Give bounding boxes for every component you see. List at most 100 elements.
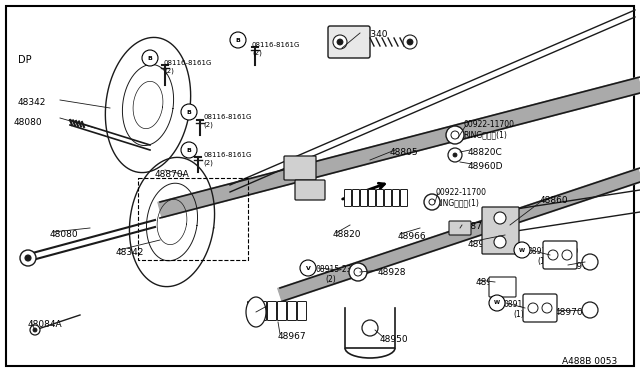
Text: 48820: 48820 [333, 230, 362, 239]
Circle shape [451, 131, 459, 139]
Circle shape [582, 254, 598, 270]
Circle shape [349, 263, 367, 281]
Circle shape [362, 320, 378, 336]
Text: 48860: 48860 [540, 196, 568, 205]
Text: (1): (1) [513, 310, 524, 319]
FancyBboxPatch shape [344, 189, 351, 206]
Text: 48805: 48805 [390, 148, 419, 157]
Circle shape [33, 328, 37, 332]
Text: 48960D: 48960D [468, 162, 504, 171]
Text: 48954: 48954 [264, 304, 292, 313]
Circle shape [354, 268, 362, 276]
Circle shape [448, 148, 462, 162]
Circle shape [20, 250, 36, 266]
Text: (2): (2) [325, 275, 336, 284]
Circle shape [548, 250, 558, 260]
Text: 48820C: 48820C [468, 148, 503, 157]
Text: RINGリング(1): RINGリング(1) [463, 130, 507, 139]
Text: 48080: 48080 [14, 118, 43, 127]
FancyBboxPatch shape [482, 207, 519, 254]
FancyBboxPatch shape [543, 241, 577, 269]
Text: 00922-11700: 00922-11700 [435, 188, 486, 197]
FancyBboxPatch shape [284, 156, 316, 180]
FancyBboxPatch shape [392, 189, 399, 206]
Text: 48970: 48970 [566, 262, 595, 271]
FancyBboxPatch shape [295, 180, 325, 200]
Circle shape [429, 199, 435, 205]
Text: DP: DP [18, 55, 31, 65]
FancyBboxPatch shape [385, 189, 392, 206]
Text: B: B [187, 109, 191, 115]
Circle shape [562, 250, 572, 260]
Circle shape [407, 39, 413, 45]
Text: 48928: 48928 [378, 268, 406, 277]
Text: 48950: 48950 [380, 335, 408, 344]
Circle shape [582, 302, 598, 318]
Text: 08915-53840: 08915-53840 [503, 300, 554, 309]
Circle shape [181, 104, 197, 120]
FancyBboxPatch shape [449, 221, 471, 235]
Circle shape [446, 126, 464, 144]
Circle shape [30, 325, 40, 335]
FancyBboxPatch shape [278, 301, 287, 321]
FancyBboxPatch shape [489, 277, 516, 297]
FancyBboxPatch shape [298, 301, 307, 321]
Text: 48960: 48960 [468, 240, 497, 249]
Circle shape [542, 303, 552, 313]
Circle shape [489, 295, 505, 311]
FancyBboxPatch shape [328, 26, 370, 58]
Text: B: B [236, 38, 241, 42]
Text: 08915-23810: 08915-23810 [315, 265, 366, 274]
Bar [138, 178, 248, 260]
Text: 08116-8161G
(2): 08116-8161G (2) [164, 60, 212, 74]
Text: W: W [494, 301, 500, 305]
Text: 48970A: 48970A [555, 308, 589, 317]
Circle shape [337, 39, 343, 45]
Text: 48870A: 48870A [155, 170, 189, 179]
Text: 00922-11700: 00922-11700 [463, 120, 514, 129]
Text: (1): (1) [537, 257, 548, 266]
Text: 48080: 48080 [50, 230, 79, 239]
FancyBboxPatch shape [401, 189, 408, 206]
Polygon shape [158, 77, 640, 218]
Circle shape [142, 50, 158, 66]
Text: 08116-8161G
(2): 08116-8161G (2) [252, 42, 300, 55]
Circle shape [25, 255, 31, 261]
Circle shape [230, 32, 246, 48]
Circle shape [494, 212, 506, 224]
FancyBboxPatch shape [248, 301, 257, 321]
Text: 48976: 48976 [476, 278, 504, 287]
Text: 48966: 48966 [398, 232, 427, 241]
FancyBboxPatch shape [257, 301, 266, 321]
Text: A488B 0053: A488B 0053 [562, 357, 617, 366]
Polygon shape [278, 169, 640, 302]
Ellipse shape [246, 297, 266, 327]
Text: B: B [187, 148, 191, 153]
Text: V: V [305, 266, 310, 270]
Text: 08116-8161G
(2): 08116-8161G (2) [203, 114, 252, 128]
FancyBboxPatch shape [376, 189, 383, 206]
Text: 08915-53840: 08915-53840 [527, 247, 578, 256]
Circle shape [424, 194, 440, 210]
Circle shape [333, 35, 347, 49]
Text: RINGリング(1): RINGリング(1) [435, 198, 479, 207]
FancyBboxPatch shape [360, 189, 367, 206]
Circle shape [300, 260, 316, 276]
Circle shape [181, 142, 197, 158]
Circle shape [528, 303, 538, 313]
Circle shape [514, 242, 530, 258]
FancyBboxPatch shape [268, 301, 276, 321]
FancyBboxPatch shape [523, 294, 557, 322]
Circle shape [494, 236, 506, 248]
Text: 48340: 48340 [360, 30, 388, 39]
Circle shape [403, 35, 417, 49]
FancyBboxPatch shape [287, 301, 296, 321]
FancyBboxPatch shape [369, 189, 376, 206]
Text: 48342: 48342 [116, 248, 145, 257]
Text: 48084A: 48084A [28, 320, 63, 329]
Text: 48870E: 48870E [460, 222, 494, 231]
Text: 48342: 48342 [18, 98, 46, 107]
Text: 48967: 48967 [278, 332, 307, 341]
Text: 08116-8161G
(2): 08116-8161G (2) [203, 152, 252, 166]
Circle shape [453, 153, 457, 157]
